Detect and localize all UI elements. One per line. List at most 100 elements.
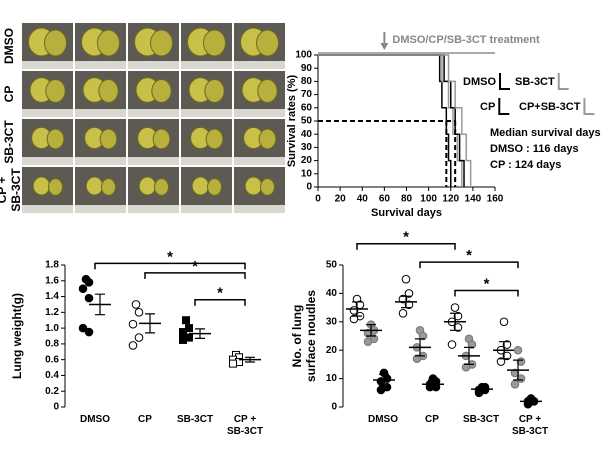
lung-lobe (256, 29, 279, 57)
data-point (401, 274, 411, 284)
error-bar (513, 359, 523, 381)
error-bar (352, 301, 362, 317)
y-axis-label: Survival rates (%) (286, 75, 298, 168)
y-tick-label: 40 (301, 129, 313, 140)
significance-bracket (94, 262, 246, 270)
error-bar (245, 356, 255, 363)
data-point (398, 294, 408, 304)
photo-ruler (22, 61, 73, 69)
data-point (84, 293, 94, 303)
significance-bracket (194, 298, 246, 306)
y-tick-label: 0 (53, 402, 59, 413)
data-point (499, 317, 509, 327)
x-tick-label: SB-3CT (462, 414, 500, 425)
lung-lobe (47, 178, 64, 196)
lung-lobe (151, 79, 172, 103)
lung-lobe (44, 29, 67, 57)
significance-label: * (403, 229, 409, 246)
data-point (78, 284, 88, 293)
error-bar (526, 399, 536, 404)
error-bar (450, 312, 460, 331)
data-point (182, 316, 190, 325)
legend-label: CP (480, 101, 495, 113)
data-point (510, 368, 520, 378)
x-tick-label: 160 (487, 194, 504, 205)
data-point (450, 303, 460, 312)
data-point (453, 323, 463, 332)
error-bar (95, 293, 105, 316)
data-point (404, 289, 414, 298)
data-point (447, 340, 457, 349)
significance-label: * (192, 258, 198, 275)
significance-label: * (167, 248, 173, 265)
y-tick-label: 1.6 (45, 275, 59, 286)
error-bar (195, 328, 205, 339)
data-point (502, 340, 512, 349)
significance-bracket (356, 242, 456, 250)
photo-ruler (22, 109, 73, 117)
data-point (404, 300, 414, 310)
x-tick-label: 80 (401, 194, 413, 205)
y-tick-label: 50 (326, 260, 338, 271)
data-point (376, 385, 386, 395)
annotation-arrowhead (380, 43, 389, 50)
y-tick-label: 1.4 (45, 291, 59, 302)
y-tick-label: 1.0 (45, 323, 59, 334)
y-tick-label: 0 (306, 182, 312, 193)
lung-lobe (204, 79, 225, 103)
lung-lobe (205, 128, 224, 150)
y-tick-label: 0.6 (45, 354, 59, 365)
error-bar (401, 295, 411, 309)
error-bar (428, 379, 438, 390)
x-tick-label: CP + SB-3CT (226, 414, 264, 437)
y-tick-label: 60 (301, 102, 313, 113)
data-point (363, 337, 373, 346)
lung-lobe (32, 176, 51, 196)
y-tick-label: 10 (301, 168, 313, 179)
significance-label: * (484, 276, 490, 293)
data-point (461, 362, 471, 372)
significance-bracket (454, 289, 519, 297)
y-tick-label: 80 (301, 76, 313, 87)
y-axis-label: Lung weight(g) (10, 293, 25, 379)
legend-symbol (499, 73, 510, 90)
lung-lobe (152, 128, 171, 150)
photo-ruler (234, 109, 285, 117)
error-bar (415, 338, 425, 357)
y-tick-label: 30 (326, 316, 338, 327)
data-point (78, 323, 88, 333)
photo-ruler (128, 109, 179, 117)
x-tick-label: CP + SB-3CT (511, 414, 549, 437)
lung-lobe (191, 176, 210, 196)
x-tick-label: CP (425, 414, 439, 425)
lung-lobe (153, 178, 170, 196)
lung-lobe (46, 128, 65, 150)
legend-label: DMSO (463, 76, 496, 88)
y-tick-label: 20 (301, 155, 313, 166)
error-bar (499, 341, 509, 360)
data-point (496, 357, 506, 366)
data-point (229, 359, 237, 368)
data-point (513, 345, 523, 355)
y-tick-label: 90 (301, 63, 313, 74)
photo-ruler (234, 157, 285, 165)
data-point (128, 319, 138, 329)
median-title: Median survival days (490, 127, 601, 139)
photo-ruler (75, 205, 126, 213)
lung-lobe (257, 79, 278, 103)
error-bar (477, 386, 487, 392)
data-point (134, 333, 144, 342)
photo-ruler (128, 205, 179, 213)
x-tick-label: CP (138, 414, 152, 425)
survival-curve (318, 54, 472, 187)
data-point (467, 340, 477, 349)
data-point (523, 399, 533, 409)
data-point (418, 331, 428, 341)
photo-ruler (22, 205, 73, 213)
survival-curve (318, 54, 452, 187)
lung-lobe (99, 128, 118, 150)
x-tick-label: 100 (420, 194, 437, 205)
lung-lobe (259, 178, 276, 196)
y-tick-label: 0 (331, 402, 337, 413)
photo-ruler (181, 205, 232, 213)
